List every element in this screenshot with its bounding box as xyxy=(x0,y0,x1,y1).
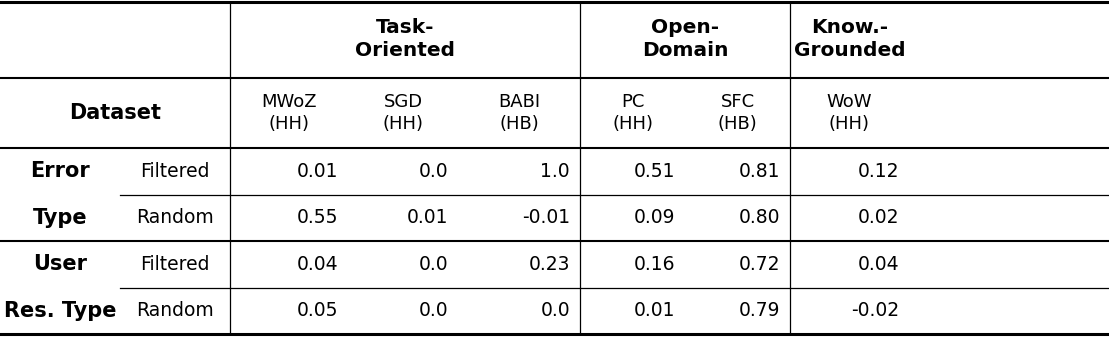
Text: Task-
Oriented: Task- Oriented xyxy=(355,18,455,60)
Text: WoW
(HH): WoW (HH) xyxy=(826,93,873,133)
Text: SFC
(HB): SFC (HB) xyxy=(718,93,757,133)
Text: 0.72: 0.72 xyxy=(739,255,780,274)
Text: Filtered: Filtered xyxy=(140,255,210,274)
Text: 0.80: 0.80 xyxy=(739,208,780,227)
Text: 0.0: 0.0 xyxy=(540,301,570,320)
Text: 0.01: 0.01 xyxy=(296,162,338,181)
Text: PC
(HH): PC (HH) xyxy=(612,93,653,133)
Text: 0.02: 0.02 xyxy=(857,208,899,227)
Text: 0.81: 0.81 xyxy=(739,162,780,181)
Text: 0.05: 0.05 xyxy=(296,301,338,320)
Text: 1.0: 1.0 xyxy=(540,162,570,181)
Text: 0.01: 0.01 xyxy=(407,208,448,227)
Text: 0.04: 0.04 xyxy=(857,255,899,274)
Text: Open-
Domain: Open- Domain xyxy=(642,18,729,60)
Text: 0.12: 0.12 xyxy=(857,162,899,181)
Text: -0.01: -0.01 xyxy=(522,208,570,227)
Text: 0.16: 0.16 xyxy=(633,255,675,274)
Text: Error: Error xyxy=(30,161,90,181)
Text: Random: Random xyxy=(136,301,214,320)
Text: 0.0: 0.0 xyxy=(418,301,448,320)
Text: 0.09: 0.09 xyxy=(633,208,675,227)
Text: BABI
(HB): BABI (HB) xyxy=(498,93,540,133)
Text: 0.23: 0.23 xyxy=(529,255,570,274)
Text: Know.-
Grounded: Know.- Grounded xyxy=(794,18,905,60)
Text: -0.02: -0.02 xyxy=(851,301,899,320)
Text: 0.79: 0.79 xyxy=(739,301,780,320)
Text: 0.0: 0.0 xyxy=(418,255,448,274)
Text: Filtered: Filtered xyxy=(140,162,210,181)
Text: 0.55: 0.55 xyxy=(296,208,338,227)
Text: Type: Type xyxy=(32,208,88,228)
Text: User: User xyxy=(33,254,87,274)
Text: Res. Type: Res. Type xyxy=(3,301,116,321)
Text: 0.0: 0.0 xyxy=(418,162,448,181)
Text: MWoZ
(HH): MWoZ (HH) xyxy=(262,93,317,133)
Text: 0.04: 0.04 xyxy=(296,255,338,274)
Text: 0.51: 0.51 xyxy=(633,162,675,181)
Text: Random: Random xyxy=(136,208,214,227)
Text: 0.01: 0.01 xyxy=(633,301,675,320)
Text: SGD
(HH): SGD (HH) xyxy=(383,93,424,133)
Text: Dataset: Dataset xyxy=(69,103,161,123)
